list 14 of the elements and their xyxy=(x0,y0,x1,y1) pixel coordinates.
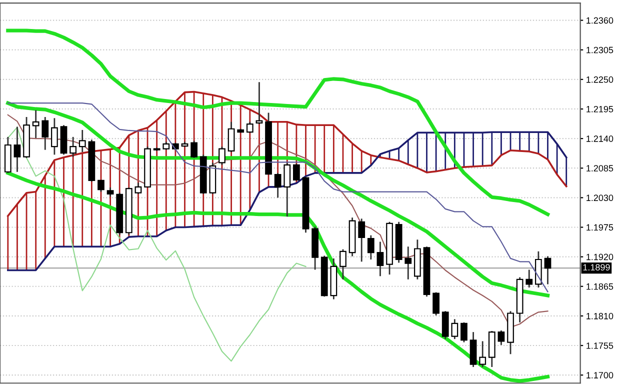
y-tick-label: 1.2030 xyxy=(586,194,614,202)
y-tick-label: 1.2360 xyxy=(586,17,614,24)
y-tick-label: 1.2195 xyxy=(586,106,614,112)
y-tick-label: 1.2140 xyxy=(586,136,614,142)
y-tick-label: 1.1810 xyxy=(586,312,614,320)
y-tick-label: 1.1755 xyxy=(586,342,614,349)
y-tick-label: 1.1975 xyxy=(586,224,614,231)
y-tick-label: 1.1920 xyxy=(586,254,614,260)
y-tick-label: 1.1865 xyxy=(586,283,614,290)
y-tick-label: 1.2305 xyxy=(586,46,614,54)
ref-line-label: 1.1899 xyxy=(583,264,610,271)
y-tick-label: 1.2250 xyxy=(586,76,614,83)
y-tick-label: 1.1700 xyxy=(586,372,614,378)
y-tick-label: 1.2085 xyxy=(586,165,614,172)
